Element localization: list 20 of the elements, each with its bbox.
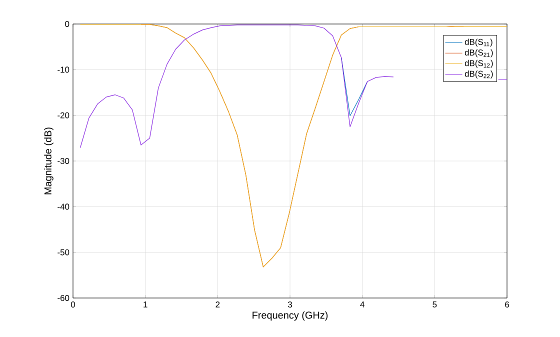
y-tick-label: -10 — [58, 66, 70, 73]
x-tick-label: 3 — [288, 302, 292, 308]
y-tick-label: -30 — [58, 158, 70, 164]
legend-label: dB(S$_{12}$) — [464, 60, 493, 68]
x-tick-label: 1 — [144, 302, 148, 308]
x-tick-label: 2 — [216, 302, 220, 308]
legend-label: dB(S$_{11}$) — [464, 38, 492, 47]
y-axis-title: Magnitude (dB) — [44, 128, 54, 194]
x-tick-label: 4 — [360, 302, 364, 308]
y-tick-label: -50 — [58, 249, 70, 256]
y-tick-label: -20 — [58, 112, 70, 118]
y-tick-label: -40 — [58, 204, 70, 210]
x-tick-label: 0 — [70, 302, 76, 308]
y-tick-label: -60 — [58, 295, 70, 301]
y-tick-label: 0 — [65, 21, 70, 27]
legend-label: dB(S$_{21}$) — [464, 49, 493, 58]
x-axis-title: Frequency (GHz) — [252, 311, 328, 321]
x-tick-label: 5 — [432, 302, 437, 308]
x-tick-label: 6 — [505, 302, 509, 308]
legend-label: dB(S$_{22}$) — [464, 70, 493, 78]
